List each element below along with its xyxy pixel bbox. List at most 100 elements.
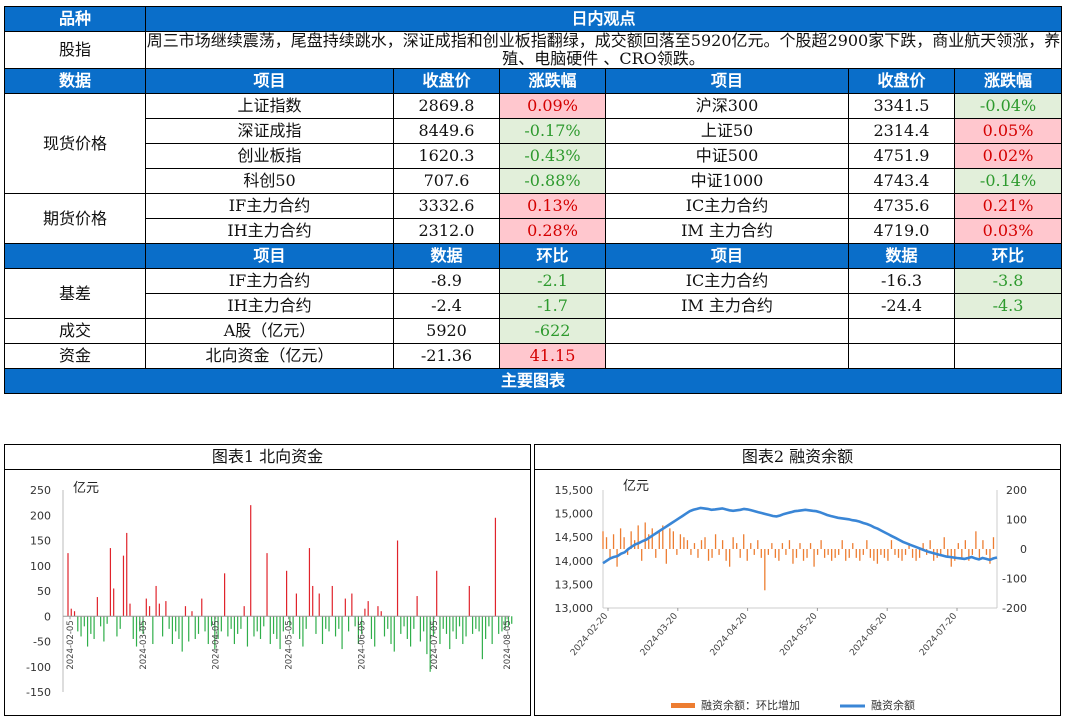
basis-item-value: -8.9 [393, 268, 500, 294]
item-header-left: 项目 [145, 68, 394, 94]
right-y-tick-label: -200 [1002, 602, 1027, 615]
funds-item-name: 北向资金（亿元） [145, 343, 394, 369]
futures-item-close: 3332.6 [393, 193, 500, 219]
spot-item-close: 707.6 [393, 168, 500, 194]
table-row: 成交 A股（亿元） 5920 -622 [4, 318, 1063, 344]
futures-item-change: 0.13% [499, 193, 606, 219]
y-tick-label: 50 [37, 585, 51, 598]
mom-header-left: 环比 [499, 243, 606, 269]
left-y-tick-label: 13,000 [555, 602, 594, 615]
empty-cell [605, 343, 849, 369]
right-y-tick-label: 0 [1020, 543, 1027, 556]
main-charts-header: 主要图表 [3, 368, 1063, 394]
item-header-right-2: 项目 [605, 243, 849, 269]
data-header-left: 数据 [393, 243, 500, 269]
spot-item-name: 中证1000 [605, 168, 849, 194]
table-row: IH主力合约 2312.0 0.28% IM 主力合约 4719.0 0.03% [5, 218, 1063, 244]
x-tick-label: 2024-06-20 [848, 611, 889, 658]
table-row: IH主力合约 -2.4 -1.7 IM 主力合约 -24.4 -4.3 [5, 293, 1063, 319]
funds-label: 资金 [4, 343, 146, 369]
y-tick-label: -150 [26, 686, 51, 699]
table-row: 创业板指 1620.3 -0.43% 中证500 4751.9 0.02% [5, 143, 1063, 169]
basis-label: 基差 [4, 268, 146, 319]
volume-label: 成交 [4, 318, 146, 344]
left-y-tick-label: 15,000 [555, 508, 594, 521]
funds-item-mom: 41.15 [499, 343, 606, 369]
basis-item-value: -24.4 [848, 293, 955, 319]
variety-header: 品种 [4, 6, 146, 32]
basis-item-name: IH主力合约 [145, 293, 394, 319]
commentary-label: 股指 [4, 31, 146, 69]
empty-cell [848, 318, 955, 344]
x-tick-label: 2024-05-20 [778, 611, 819, 658]
basis-item-value: -16.3 [848, 268, 955, 294]
close-header-right: 收盘价 [848, 68, 955, 94]
x-tick-label: 2024-03-05 [139, 620, 149, 669]
basis-item-mom: -1.7 [499, 293, 606, 319]
spot-item-name: 创业板指 [145, 143, 394, 169]
futures-price-label: 期货价格 [4, 193, 146, 244]
close-header-left: 收盘价 [393, 68, 500, 94]
x-tick-label: 2024-08-05 [503, 620, 513, 669]
chart-panel-northbound: 图表1 北向资金 亿元 250 200 150 100 50 0 -50 -100 -150 202… [4, 444, 531, 716]
basis-item-name: IM 主力合约 [605, 293, 849, 319]
spot-item-change: -0.04% [953, 93, 1063, 119]
chart-title: 图表1 北向资金 [5, 445, 530, 470]
spot-price-label: 现货价格 [4, 93, 146, 194]
margin-balance-chart: 亿元15,50015,00014,50014,00013,50013,00020… [555, 479, 1028, 712]
intraday-view-header: 日内观点 [144, 6, 1063, 32]
spot-item-change: -0.17% [499, 118, 606, 144]
futures-item-change: 0.21% [953, 193, 1063, 219]
right-y-tick-label: 200 [1006, 484, 1027, 497]
data-section-header: 数据 [4, 68, 146, 94]
legend-label-line: 融资余额 [871, 698, 915, 712]
charts-area: 图表1 北向资金 亿元 250 200 150 100 50 0 -50 -100 -150 202… [4, 444, 1061, 716]
table-row: 资金 北向资金（亿元） -21.36 41.15 [4, 343, 1063, 369]
table-row: 深证成指 8449.6 -0.17% 上证50 2314.4 0.05% [5, 118, 1063, 144]
table-row: 期货价格 IF主力合约 3332.6 0.13% IC主力合约 4735.6 0… [4, 193, 1063, 244]
empty-cell [953, 318, 1063, 344]
left-y-tick-label: 13,500 [555, 578, 594, 591]
blank-header [4, 243, 146, 269]
empty-cell [605, 318, 849, 344]
spot-item-name: 中证500 [605, 143, 849, 169]
futures-item-name: IH主力合约 [145, 218, 394, 244]
volume-item-name: A股（亿元） [145, 318, 394, 344]
spot-item-change: 0.09% [499, 93, 606, 119]
x-tick-label: 2024-04-20 [709, 611, 750, 658]
y-axis-unit: 亿元 [73, 481, 99, 496]
x-tick-label: 2024-03-20 [639, 611, 680, 658]
y-tick-label: 0 [44, 610, 51, 623]
x-tick-label: 2024-02-20 [569, 611, 610, 658]
y-tick-label: 200 [30, 509, 51, 522]
change-header-right: 涨跌幅 [953, 68, 1063, 94]
spot-item-close: 8449.6 [393, 118, 500, 144]
basis-item-mom: -2.1 [499, 268, 606, 294]
commentary-text: 周三市场继续震荡，尾盘持续跳水，深证成指和创业板指翻绿，成交额回落至5920亿元… [144, 31, 1063, 69]
change-header-left: 涨跌幅 [499, 68, 606, 94]
basis-item-name: IC主力合约 [605, 268, 849, 294]
y-tick-label: 250 [30, 484, 51, 497]
northbound-chart: 亿元 250 200 150 100 50 0 -50 -100 -150 2024-02-05 20… [26, 481, 513, 699]
futures-item-change: 0.28% [499, 218, 606, 244]
futures-item-name: IM 主力合约 [605, 218, 849, 244]
y-tick-label: -50 [33, 636, 51, 649]
futures-item-close: 4719.0 [848, 218, 955, 244]
spot-item-name: 科创50 [145, 168, 394, 194]
chart-panel-margin: 图表2 融资余额 亿元 15,500 15,000 14,500 14,000 13,50… [534, 444, 1061, 716]
futures-item-close: 4735.6 [848, 193, 955, 219]
spot-item-close: 4751.9 [848, 143, 955, 169]
spot-item-name: 上证50 [605, 118, 849, 144]
spot-item-close: 2869.8 [393, 93, 500, 119]
y-tick-label: 100 [30, 560, 51, 573]
spot-item-change: 0.05% [953, 118, 1063, 144]
spot-item-name: 沪深300 [605, 93, 849, 119]
item-header-right: 项目 [605, 68, 849, 94]
basis-item-value: -2.4 [393, 293, 500, 319]
futures-item-name: IC主力合约 [605, 193, 849, 219]
table-row: 现货价格 上证指数 2869.8 0.09% 沪深300 3341.5 -0.0… [4, 93, 1063, 194]
right-y-tick-label: 100 [1006, 514, 1027, 527]
summary-table: 品种 日内观点 股指 周三市场继续震荡，尾盘持续跳水，深证成指和创业板指翻绿，成… [3, 6, 1063, 394]
spot-item-close: 1620.3 [393, 143, 500, 169]
table-row: 科创50 707.6 -0.88% 中证1000 4743.4 -0.14% [5, 168, 1063, 194]
